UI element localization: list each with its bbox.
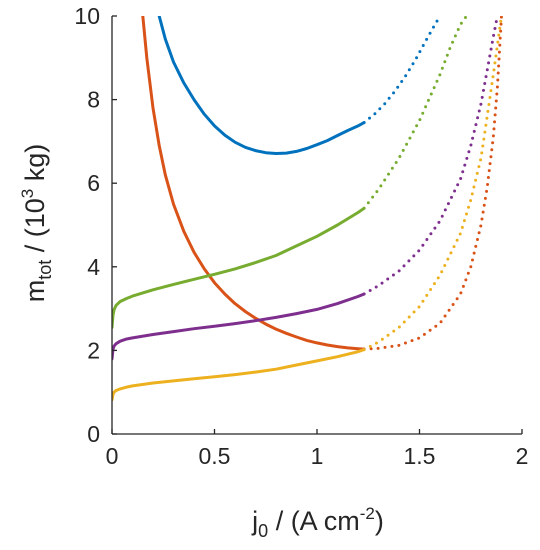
y-tick-label: 6 [87,170,100,196]
series-1-dotted-line [362,16,442,125]
x-tick-label: 0.5 [199,443,231,469]
series-1-solid-line [157,16,366,155]
tick-labels: 0 0.5 1 1.5 2 0 2 4 6 8 10 [74,3,528,469]
y-tick-label: 4 [87,254,100,280]
series-5-solid-line [112,348,366,402]
y-tick-label: 8 [87,87,100,113]
series-3-dotted-line [362,16,469,210]
series-4-dotted-line [362,16,499,296]
x-tick-label: 0 [106,443,119,469]
series-2-dotted-line [362,16,503,351]
series-5-dotted-line [362,16,503,352]
y-tick-label: 2 [87,337,100,363]
series-3-solid-line [112,206,366,329]
x-tick-label: 2 [516,443,529,469]
axes-layer [111,15,523,435]
x-axis-label: j0 / (A cm-2) [251,504,384,541]
y-tick-label: 10 [74,3,100,29]
series-4-solid-line [112,292,366,361]
x-tick-label: 1.5 [404,443,436,469]
y-tick-label: 0 [87,421,100,447]
data-layer [112,16,503,402]
x-tick-label: 1 [311,443,324,469]
series-2-solid-line [141,16,366,351]
y-axis-label: mtot / (103 kg) [18,144,55,303]
